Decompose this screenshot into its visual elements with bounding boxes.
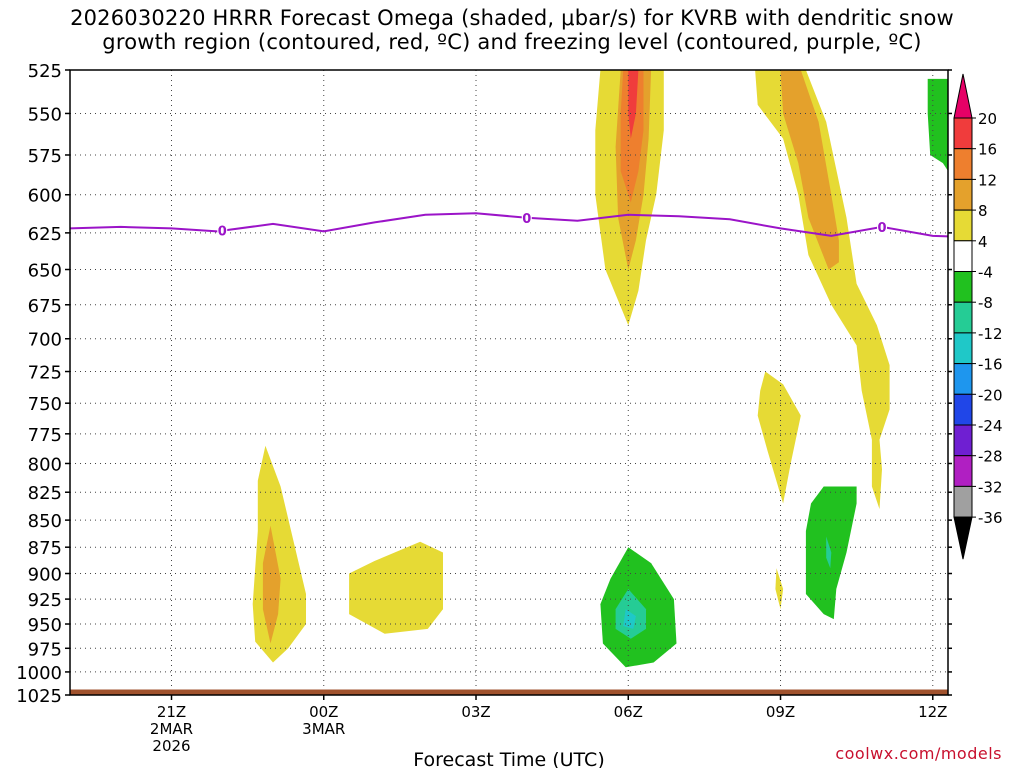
colorbar-label-13: -36: [978, 509, 1003, 527]
y-tick-label-700: 700: [28, 330, 62, 351]
x-tick-label-3: 00Z 3MAR: [302, 703, 345, 738]
x-tick-label-line: 00Z: [309, 703, 338, 721]
y-tick-label-675: 675: [28, 296, 62, 317]
omega-region-17: [999, 70, 1024, 179]
y-tick-label-625: 625: [28, 224, 62, 245]
surface-band: [70, 689, 948, 695]
omega-region-19: [1017, 658, 1024, 672]
y-tick-label-1025: 1025: [16, 686, 62, 707]
colorbar-label-2: 12: [978, 171, 997, 189]
x-tick-label-line: 21Z: [157, 703, 186, 721]
colorbar-label-6: -8: [978, 294, 993, 312]
y-tick-label-975: 975: [28, 639, 62, 660]
y-tick-label-825: 825: [28, 483, 62, 504]
y-tick-label-725: 725: [28, 363, 62, 384]
y-tick-label-875: 875: [28, 538, 62, 559]
colorbar-box-2: [953, 148, 973, 180]
omega-region-5: [620, 70, 644, 203]
x-tick-label-line: 03Z: [461, 703, 490, 721]
y-tick-label-650: 650: [28, 261, 62, 282]
omega-region-10: [775, 568, 784, 610]
x-tick-label-line: 2026: [152, 737, 190, 755]
colorbar-box-6: [953, 271, 973, 303]
y-tick-label-600: 600: [28, 186, 62, 207]
omega-region-9: [757, 371, 801, 504]
freezing-level-line: [70, 212, 948, 238]
title-line-2: growth region (contoured, red, ºC) and f…: [102, 30, 922, 54]
x-axis-label: Forecast Time (UTC): [413, 749, 604, 768]
y-tick-label-775: 775: [28, 425, 62, 446]
x-tick-label-12: 09Z: [766, 703, 795, 721]
x-tick-label-line: 12Z: [918, 703, 947, 721]
y-tick-label-525: 525: [28, 61, 62, 82]
colorbar-label-4: 4: [978, 233, 988, 251]
omega-region-18: [1014, 458, 1024, 515]
x-tick-label-15: 12Z: [918, 703, 947, 721]
y-tick-label-925: 925: [28, 590, 62, 611]
omega-region-6: [628, 70, 639, 139]
colorbar-box-8: [953, 332, 973, 365]
freezing-level-label-0: 0: [218, 225, 227, 240]
omega-region-16: [927, 78, 948, 172]
plot-frame: [69, 69, 949, 696]
colorbar-label-0: 20: [978, 110, 997, 128]
colorbar-top-arrow: [953, 73, 973, 119]
colorbar-box-13: [953, 485, 973, 518]
y-tick-label-800: 800: [28, 454, 62, 475]
x-tick-label-0: 21Z 2MAR 2026: [150, 703, 193, 755]
freezing-level-label-1: 0: [522, 212, 531, 227]
omega-region-13: [623, 609, 636, 629]
colorbar-box-11: [953, 424, 973, 457]
freezing-level-label-bg-2: [877, 219, 888, 234]
y-tick-label-1000: 1000: [16, 663, 62, 684]
colorbar-label-9: -20: [978, 386, 1003, 404]
colorbar-label-8: -16: [978, 356, 1003, 374]
colorbar-box-5: [953, 240, 973, 273]
y-tick-label-950: 950: [28, 615, 62, 636]
colorbar-box-12: [953, 455, 973, 487]
colorbar-label-3: 8: [978, 202, 988, 220]
x-tick-label-9: 06Z: [614, 703, 643, 721]
y-tick-label-850: 850: [28, 511, 62, 532]
omega-region-2: [349, 541, 443, 634]
freezing-level-label-bg-1: [521, 210, 532, 225]
plot-area: 0 0 0 525 550 575 600 625 650 675 700 725 750 775 800 8…: [16, 61, 1024, 768]
x-tick-label-line: 2MAR: [150, 720, 193, 738]
colorbar-label-1: 16: [978, 141, 997, 159]
colorbar-box-10: [953, 393, 973, 426]
colorbar-label-12: -32: [978, 478, 1003, 496]
x-tick-label-line: 3MAR: [302, 720, 345, 738]
colorbar-bottom-arrow: [953, 516, 973, 560]
colorbar-box-3: [953, 178, 973, 211]
y-tick-label-575: 575: [28, 146, 62, 167]
omega-region-0: [252, 445, 306, 663]
omega-region-1: [262, 525, 281, 644]
freezing-level-label-2: 0: [877, 221, 886, 236]
watermark: coolwx.com/models: [835, 744, 1002, 763]
title-line-1: 2026030220 HRRR Forecast Omega (shaded, …: [70, 6, 954, 30]
plot-inner: 0 0 0: [70, 70, 1024, 695]
y-tick-label-550: 550: [28, 104, 62, 125]
y-tick-label-750: 750: [28, 394, 62, 415]
colorbar-label-10: -24: [978, 417, 1003, 435]
x-tick-label-line: 09Z: [766, 703, 795, 721]
freezing-level-label-bg-0: [217, 223, 228, 238]
colorbar-label-11: -28: [978, 448, 1003, 466]
colorbar-box-1: [953, 117, 973, 150]
x-tick-label-line: 06Z: [614, 703, 643, 721]
y-tick-label-900: 900: [28, 565, 62, 586]
x-tick-label-6: 03Z: [461, 703, 490, 721]
colorbar-box-7: [953, 301, 973, 334]
omega-region-8: [780, 70, 839, 270]
chart-title: 2026030220 HRRR Forecast Omega (shaded, …: [0, 6, 1024, 54]
colorbar-box-9: [953, 363, 973, 395]
colorbar-label-5: -4: [978, 264, 993, 282]
colorbar-box-4: [953, 209, 973, 242]
colorbar-label-7: -12: [978, 325, 1003, 343]
omega-region-15: [826, 536, 832, 569]
